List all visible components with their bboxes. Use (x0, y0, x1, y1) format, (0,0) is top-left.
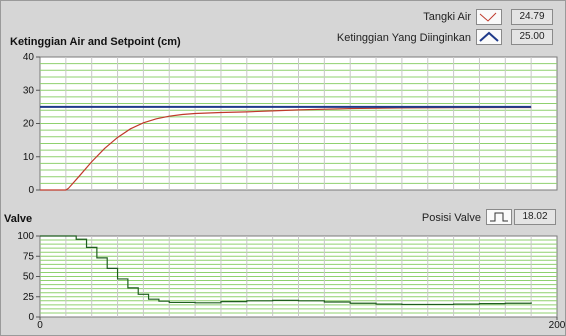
bottom-chart-title: Valve (4, 213, 33, 225)
y-tick-label: 50 (23, 272, 35, 283)
y-tick-label: 30 (23, 85, 35, 96)
legend-label-tangki-air: Tangki Air (423, 11, 471, 23)
legend-step-icon (490, 212, 508, 222)
legend-swatch-posisi-valve[interactable] (486, 209, 512, 225)
y-tick-label: 20 (23, 119, 35, 130)
y-tick-label: 10 (23, 152, 35, 163)
series-line-tangki-air (40, 106, 532, 191)
legend-line-tangki-air-icon (479, 12, 497, 22)
x-tick-label: 0 (37, 320, 43, 331)
value-posisi-valve: 18.02 (514, 209, 556, 225)
y-tick-label: 25 (23, 292, 35, 303)
legend-swatch-tangki-air[interactable] (476, 9, 502, 25)
y-tick-label: 0 (28, 185, 34, 196)
y-tick-label: 40 (23, 52, 35, 63)
series-line-posisi-valve (40, 235, 532, 306)
value-setpoint: 25.00 (511, 29, 553, 45)
value-tangki-air: 24.79 (511, 9, 553, 25)
legend-swatch-setpoint[interactable] (476, 29, 502, 45)
x-tick-label: 200 (549, 320, 566, 331)
legend-line-setpoint-icon (479, 31, 499, 42)
legend-label-posisi-valve: Posisi Valve (421, 212, 481, 224)
y-tick-label: 100 (17, 231, 34, 242)
legend-label-setpoint: Ketinggian Yang Diinginkan (336, 32, 471, 44)
top-chart-title: Ketinggian Air and Setpoint (cm) (10, 36, 181, 48)
y-tick-label: 75 (23, 251, 35, 262)
y-tick-label: 0 (28, 312, 34, 323)
